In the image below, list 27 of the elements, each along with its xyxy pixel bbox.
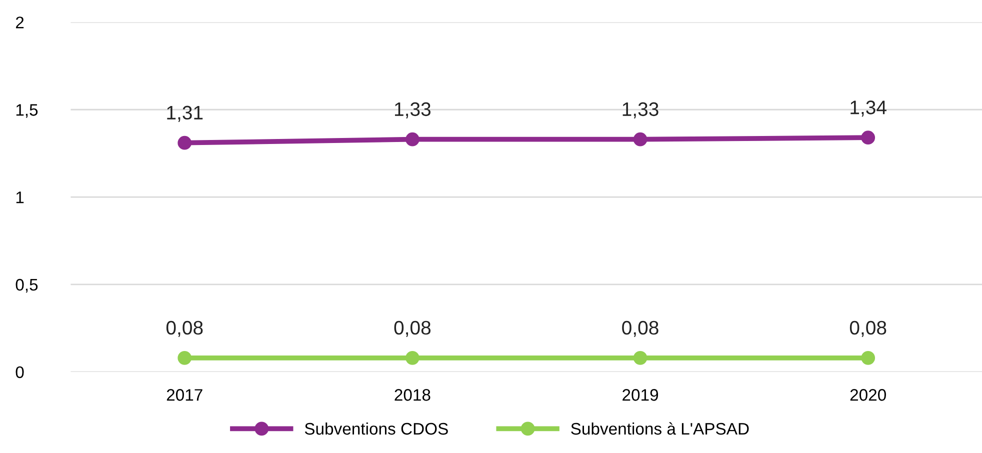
point — [861, 350, 876, 365]
y-tick-label: 0,5 — [16, 278, 38, 293]
data-label: 1,31 — [167, 106, 203, 122]
data-label: 1,34 — [850, 100, 886, 117]
point — [861, 130, 876, 145]
x-tick-label: 2017 — [166, 389, 202, 401]
data-label: 0,08 — [166, 320, 203, 337]
data-label: 1,33 — [395, 102, 431, 118]
legend-label: Subventions à L'APSAD — [571, 422, 749, 435]
point — [405, 350, 420, 365]
x-tick-label: 2018 — [394, 389, 430, 401]
y-tick-label: 2 — [16, 16, 24, 28]
x-tick-label: 2019 — [622, 389, 658, 401]
data-label: 0,08 — [850, 320, 886, 337]
legend-label: Subventions CDOS — [304, 422, 448, 435]
data-label: 0,08 — [394, 320, 431, 337]
point — [178, 350, 192, 365]
point — [178, 136, 192, 150]
x-tick-label: 2020 — [850, 389, 886, 401]
y-tick-label: 1 — [16, 192, 24, 204]
data-label: 1,33 — [622, 102, 658, 118]
point — [633, 132, 648, 146]
point — [405, 132, 420, 146]
y-tick-label: 1,5 — [16, 104, 38, 118]
y-tick-label: 0 — [16, 366, 24, 378]
point — [633, 350, 648, 365]
data-label: 0,08 — [622, 320, 658, 337]
